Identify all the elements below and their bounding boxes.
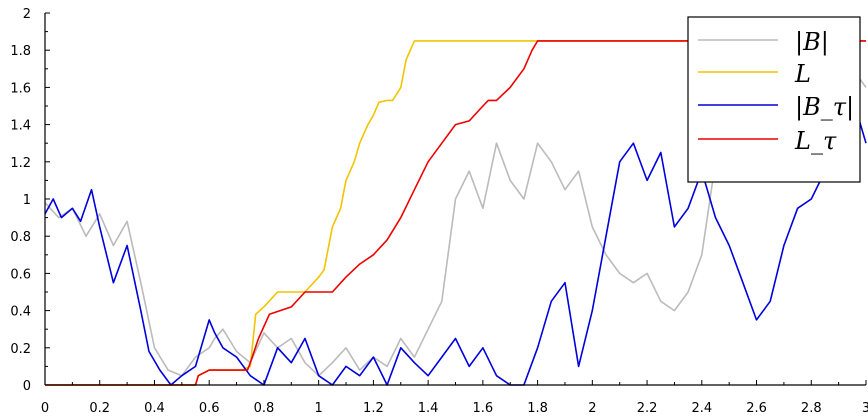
x-tick-label: 2.6 xyxy=(746,401,767,416)
x-tick-label: 2.4 xyxy=(691,401,712,416)
y-tick-label: 0.6 xyxy=(10,267,31,282)
series-abs-b-tau xyxy=(44,95,867,386)
y-tick-label: 0.4 xyxy=(10,305,31,320)
x-tick-label: 1.4 xyxy=(418,401,439,416)
x-tick-label: 0.8 xyxy=(254,401,275,416)
y-tick-label: 1.2 xyxy=(10,156,31,171)
x-tick-label: 1.2 xyxy=(363,401,384,416)
legend-label-abs-b-tau: |B_τ| xyxy=(795,93,854,122)
x-tick-label: 1.6 xyxy=(473,401,494,416)
x-tick-label: 1 xyxy=(315,401,323,416)
axes: 0 0.2 0.4 0.6 0.8 1 1.2 1.4 1.6 1.8 2 2.2 2.4 2.6 2.8 3… xyxy=(10,7,868,416)
x-tick-label: 0 xyxy=(41,401,49,416)
y-tick-label: 0.2 xyxy=(10,342,31,357)
x-tick-label: 0.2 xyxy=(89,401,110,416)
x-tick-label: 2 xyxy=(588,401,596,416)
x-tick-label: 2.8 xyxy=(801,401,822,416)
y-tick-label: 0.8 xyxy=(10,230,31,245)
y-tick-label: 1 xyxy=(23,193,31,208)
y-tick-label: 0 xyxy=(23,379,31,394)
y-tick-label: 2 xyxy=(23,7,31,22)
legend: |B| L |B_τ| L_τ xyxy=(687,16,861,183)
legend-label-abs-b: |B| xyxy=(795,28,829,57)
x-tick-label: 2.2 xyxy=(637,401,658,416)
legend-label-l-tau: L_τ xyxy=(794,127,837,155)
y-tick-label: 1.4 xyxy=(10,119,31,134)
x-tick-label: 3 xyxy=(862,401,868,416)
x-tick-label: 0.6 xyxy=(199,401,220,416)
series-l-tau xyxy=(45,40,866,386)
y-tick-label: 1.6 xyxy=(10,81,31,96)
x-tick-label: 0.4 xyxy=(144,401,165,416)
x-tick-label: 1.8 xyxy=(527,401,548,416)
y-tick-label: 1.8 xyxy=(10,44,31,59)
legend-label-l: L xyxy=(794,60,811,88)
legend-box xyxy=(687,16,861,183)
